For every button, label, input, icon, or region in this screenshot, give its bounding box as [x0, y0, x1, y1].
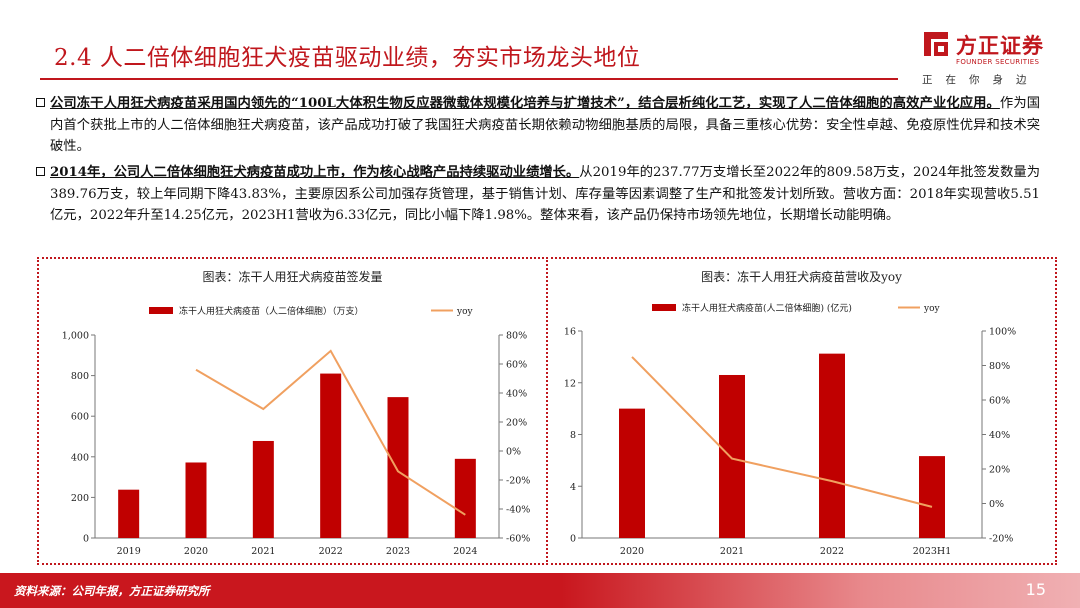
x-axis-tick-label: 2022 — [820, 546, 844, 557]
paragraph-technology: 公司冻干人用狂犬病疫苗采用国内领先的“100L大体积生物反应器微载体规模化培养与… — [36, 93, 1041, 158]
left-axis-tick-label: 8 — [570, 430, 576, 441]
x-axis-tick-label: 2023 — [386, 546, 410, 557]
chart-title: 图表：冻干人用狂犬病疫苗营收及yoy — [701, 269, 902, 284]
footer-bar: 资料来源：公司年报，方正证券研究所 15 — [0, 573, 1080, 608]
x-axis-tick-label: 2019 — [117, 546, 141, 557]
paragraph-performance: 2014年，公司人二倍体细胞狂犬病疫苗成功上市，作为核心战略产品持续驱动业绩增长… — [36, 162, 1040, 227]
x-axis-tick-label: 2024 — [453, 546, 477, 557]
chart-panel-batch-release: 图表：冻干人用狂犬病疫苗签发量冻干人用狂犬病疫苗（人二倍体细胞）（万支） yoy 0… — [37, 257, 548, 565]
title-underline — [40, 78, 898, 80]
legend-bar-label: 冻干人用狂犬病疫苗(人二倍体细胞) (亿元) — [682, 302, 852, 314]
left-axis-tick-label: 1,000 — [62, 331, 89, 342]
right-axis-tick-label: 20% — [989, 465, 1010, 476]
right-axis-tick-label: 100% — [989, 327, 1016, 338]
x-axis-tick-label: 2020 — [184, 546, 208, 557]
company-logo: 方正证券 FOUNDER SECURITIES 正在你身边 — [922, 30, 1052, 88]
bar — [252, 440, 274, 538]
left-axis-tick-label: 600 — [71, 412, 89, 423]
page-number: 15 — [1025, 580, 1046, 599]
right-axis-tick-label: -20% — [989, 534, 1013, 545]
right-axis-tick-label: 80% — [506, 331, 527, 342]
legend-bar-label: 冻干人用狂犬病疫苗（人二倍体细胞）（万支） — [179, 305, 364, 317]
x-axis-tick-label: 2020 — [620, 546, 644, 557]
bar — [185, 462, 207, 538]
left-axis-tick-label: 4 — [570, 482, 576, 493]
square-bullet-icon — [36, 167, 45, 176]
slide-title: 2.4 人二倍体细胞狂犬疫苗驱动业绩，夯实市场龙头地位 — [54, 45, 641, 71]
bar — [619, 408, 645, 538]
right-axis-tick-label: 40% — [506, 389, 527, 400]
right-axis-tick-label: 40% — [989, 430, 1010, 441]
right-axis-tick-label: -20% — [506, 476, 530, 487]
x-axis-tick-label: 2023H1 — [913, 546, 952, 557]
right-axis-tick-label: 60% — [506, 360, 527, 371]
left-axis-tick-label: 16 — [564, 327, 576, 338]
legend-bar-swatch — [149, 307, 173, 314]
bar — [919, 456, 945, 538]
source-note: 资料来源：公司年报，方正证券研究所 — [14, 584, 210, 598]
square-bullet-icon — [36, 98, 45, 107]
paragraph-body: 从2019年的237.77万支增长至2022年的809.58万支，2024年批签… — [50, 165, 1040, 223]
right-axis-tick-label: -40% — [506, 505, 530, 516]
legend-line-label: yoy — [456, 307, 474, 317]
legend-line-label: yoy — [923, 304, 941, 314]
left-axis-tick-label: 0 — [83, 534, 89, 545]
x-axis-tick-label: 2021 — [251, 546, 275, 557]
right-axis-tick-label: 20% — [506, 418, 527, 429]
logo-mark-icon — [924, 32, 948, 56]
logo-slogan: 正在你身边 — [922, 74, 1040, 86]
left-axis-tick-label: 800 — [71, 371, 89, 382]
bar — [387, 397, 409, 538]
right-axis-tick-label: 60% — [989, 396, 1010, 407]
paragraph-lead: 公司冻干人用狂犬病疫苗采用国内领先的“100L大体积生物反应器微载体规模化培养与… — [50, 96, 1000, 111]
revenue-chart: 图表：冻干人用狂犬病疫苗营收及yoy 冻干人用狂犬病疫苗(人二倍体细胞) (亿元)… — [564, 269, 1016, 557]
paragraph-lead: 2014年，公司人二倍体细胞狂犬病疫苗成功上市，作为核心战略产品持续驱动业绩增长… — [50, 165, 580, 180]
paragraph-body: 作为国内首个获批上市的人二倍体细胞狂犬病疫苗，该产品成功打破了我国狂犬病疫苗长期… — [50, 96, 1041, 154]
bar — [320, 373, 342, 538]
chart-title: 图表：冻干人用狂犬病疫苗签发量 — [202, 269, 382, 284]
left-axis-tick-label: 12 — [564, 378, 576, 389]
logo-name-cn: 方正证券 — [956, 34, 1044, 58]
bar — [118, 489, 140, 538]
yoy-line — [631, 356, 933, 508]
left-axis-tick-label: 200 — [71, 493, 89, 504]
right-axis-tick-label: 80% — [989, 361, 1010, 372]
left-axis-tick-label: 0 — [570, 534, 576, 545]
bar — [454, 458, 476, 538]
bar — [819, 353, 845, 538]
logo-name-en: FOUNDER SECURITIES — [956, 58, 1040, 66]
right-axis-tick-label: -60% — [506, 534, 530, 545]
chart-panel-revenue: 图表：冻干人用狂犬病疫苗营收及yoy 冻干人用狂犬病疫苗(人二倍体细胞) (亿元)… — [546, 257, 1057, 565]
x-axis-tick-label: 2022 — [319, 546, 343, 557]
right-axis-tick-label: 0% — [989, 499, 1004, 510]
right-axis-tick-label: 0% — [506, 447, 521, 458]
bar — [719, 374, 745, 538]
x-axis-tick-label: 2021 — [720, 546, 744, 557]
legend-bar-swatch — [652, 304, 676, 311]
yoy-line — [195, 349, 466, 516]
left-axis-tick-label: 400 — [71, 452, 89, 463]
